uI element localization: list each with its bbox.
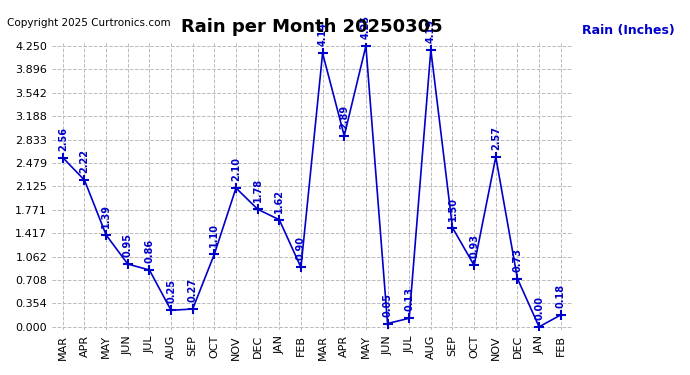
Text: 0.90: 0.90 — [296, 236, 306, 260]
Text: 0.05: 0.05 — [382, 292, 393, 316]
Text: 0.13: 0.13 — [404, 287, 414, 311]
Text: 0.25: 0.25 — [166, 279, 176, 303]
Text: 4.19: 4.19 — [426, 19, 436, 43]
Text: 2.89: 2.89 — [339, 105, 349, 129]
Text: 2.10: 2.10 — [231, 157, 241, 181]
Text: 1.78: 1.78 — [253, 178, 263, 202]
Text: 0.95: 0.95 — [123, 233, 132, 257]
Text: 2.57: 2.57 — [491, 126, 501, 150]
Text: 1.50: 1.50 — [448, 197, 457, 221]
Text: 0.86: 0.86 — [144, 239, 155, 263]
Text: 0.27: 0.27 — [188, 278, 198, 302]
Text: 0.93: 0.93 — [469, 234, 479, 258]
Text: 0.00: 0.00 — [534, 296, 544, 320]
Text: 1.62: 1.62 — [275, 189, 284, 213]
Text: 4.25: 4.25 — [361, 15, 371, 39]
Text: Rain (Inches): Rain (Inches) — [582, 24, 675, 37]
Text: Copyright 2025 Curtronics.com: Copyright 2025 Curtronics.com — [7, 18, 170, 28]
Text: 1.10: 1.10 — [209, 223, 219, 247]
Text: 1.39: 1.39 — [101, 204, 111, 228]
Title: Rain per Month 20250305: Rain per Month 20250305 — [181, 18, 442, 36]
Text: 2.56: 2.56 — [58, 127, 68, 151]
Text: 4.14: 4.14 — [317, 22, 328, 46]
Text: 0.73: 0.73 — [513, 248, 522, 272]
Text: 2.22: 2.22 — [79, 149, 90, 173]
Text: 0.18: 0.18 — [555, 284, 566, 308]
